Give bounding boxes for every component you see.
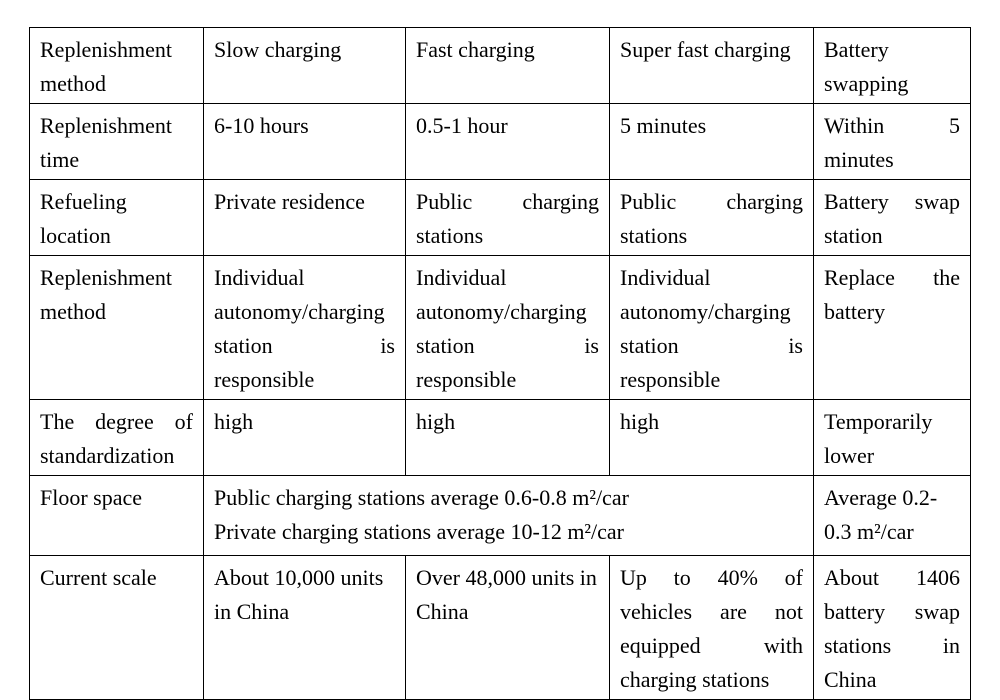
table-cell: About 1406 battery swap stations in Chin… [813, 555, 971, 700]
table-cell: 6-10 hours [203, 103, 406, 180]
table-row-current-scale: Current scale About 10,000 units in Chin… [29, 555, 971, 700]
table-cell: Battery swap station [813, 179, 971, 256]
row-label-cell: The degree of standardization [29, 399, 204, 476]
row-label-cell: Refueling location [29, 179, 204, 256]
table-row-refueling-location: Refueling location Private residence Pub… [29, 179, 971, 256]
table-cell: Individual autonomy/charging station is … [609, 255, 814, 400]
header-cell-slow-charging: Slow charging [203, 27, 406, 104]
table-cell: Public charging stations [405, 179, 610, 256]
table-row-replenishment-time: Replenishment time 6-10 hours 0.5-1 hour… [29, 103, 971, 180]
table-row-replenishment-method: Replenishment method Individual autonomy… [29, 255, 971, 400]
table-row-header: Replenishment method Slow charging Fast … [29, 27, 971, 104]
table-cell: Up to 40% of vehicles are not equipped w… [609, 555, 814, 700]
table-cell: About 10,000 units in China [203, 555, 406, 700]
header-cell-fast-charging: Fast charging [405, 27, 610, 104]
table-cell: high [405, 399, 610, 476]
table-cell: 0.5-1 hour [405, 103, 610, 180]
row-label-cell: Replenishment time [29, 103, 204, 180]
row-label-cell: Floor space [29, 475, 204, 556]
header-cell-super-fast-charging: Super fast charging [609, 27, 814, 104]
table-cell: Private residence [203, 179, 406, 256]
table-cell: Within 5 minutes [813, 103, 971, 180]
table-cell: Over 48,000 units in China [405, 555, 610, 700]
table-row-standardization: The degree of standardization high high … [29, 399, 971, 476]
table-cell: Average 0.2-0.3 m²/car [813, 475, 971, 556]
comparison-table: Replenishment method Slow charging Fast … [29, 27, 971, 700]
table-cell: high [203, 399, 406, 476]
table-row-floor-space: Floor space Public charging stations ave… [29, 475, 971, 556]
table-cell: Individual autonomy/charging station is … [405, 255, 610, 400]
header-cell-method: Replenishment method [29, 27, 204, 104]
header-cell-battery-swapping: Battery swapping [813, 27, 971, 104]
table-cell: 5 minutes [609, 103, 814, 180]
merged-cell-line: Public charging stations average 0.6-0.8… [214, 485, 629, 510]
table-cell: Replace the battery [813, 255, 971, 400]
row-label-cell: Current scale [29, 555, 204, 700]
table-cell: high [609, 399, 814, 476]
merged-cell-line: Private charging stations average 10-12 … [214, 519, 624, 544]
table-cell: Temporarily lower [813, 399, 971, 476]
table-cell: Individual autonomy/charging station is … [203, 255, 406, 400]
merged-cell: Public charging stations average 0.6-0.8… [203, 475, 814, 556]
row-label-cell: Replenishment method [29, 255, 204, 400]
table-cell: Public charging stations [609, 179, 814, 256]
